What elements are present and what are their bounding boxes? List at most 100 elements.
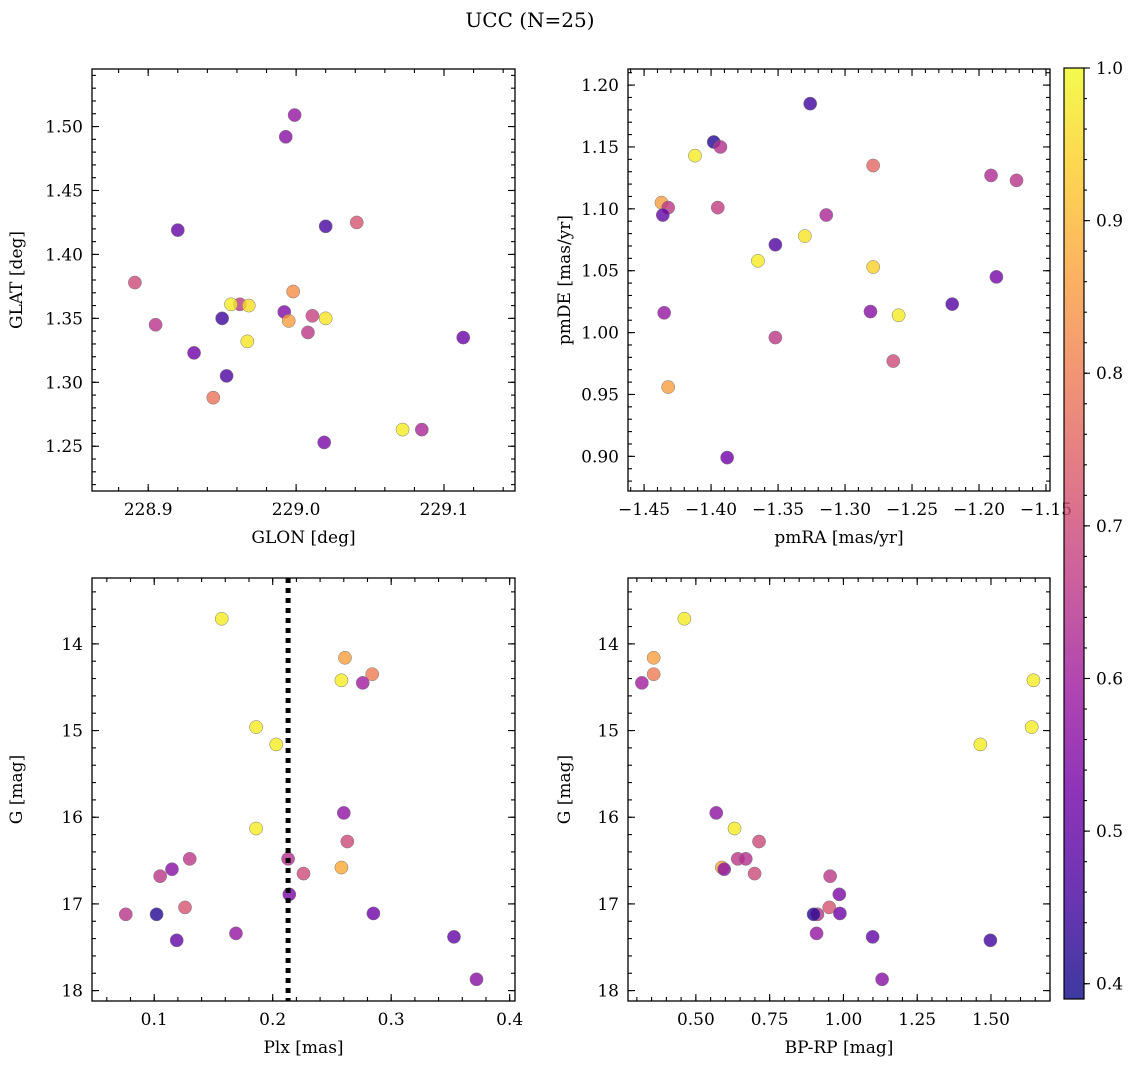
panel-glon-glat: GLON [deg] GLAT [deg] 228.9 229.0 229.1 1.2…	[7, 68, 516, 548]
x-tick-label: 0.4	[496, 1010, 523, 1030]
figure-suptitle: UCC (N=25)	[465, 8, 594, 32]
scatter-point	[713, 140, 728, 154]
x-tick-label: 1.25	[898, 1010, 936, 1030]
scatter-point	[169, 933, 184, 948]
scatter-point	[165, 862, 179, 877]
y-tick-label: 1.30	[45, 373, 83, 393]
y-tick-label: 14	[597, 635, 619, 655]
scatter-point	[866, 260, 881, 274]
colorbar-tick-label: 0.9	[1096, 212, 1123, 232]
y-tick-label: 17	[61, 895, 83, 915]
scatter-point	[447, 930, 461, 944]
scatter-point	[984, 168, 998, 183]
scatter-point	[983, 933, 998, 948]
scatter-point	[340, 834, 355, 849]
xlabel: BP-RP [mag]	[785, 1038, 894, 1058]
y-tick-label: 1.05	[581, 262, 619, 282]
scatter-point	[365, 667, 380, 682]
xlabel: GLON [deg]	[251, 528, 355, 548]
scatter-point	[751, 253, 765, 268]
scatter-point	[727, 821, 742, 836]
scatter-point	[336, 806, 351, 820]
scatter-point	[286, 284, 300, 299]
y-tick-label: 1.35	[45, 309, 83, 329]
scatter-point	[768, 237, 783, 252]
y-tick-label: 15	[61, 722, 83, 742]
scatter-point	[806, 907, 821, 922]
scatter-point	[318, 311, 333, 326]
scatter-point	[128, 275, 142, 290]
scatter-point	[149, 907, 164, 922]
scatter-point	[305, 308, 320, 323]
x-tick-label: −1.15	[1020, 500, 1072, 520]
scatter-point	[269, 737, 284, 752]
scatter-point	[395, 422, 410, 437]
scatter-point	[738, 851, 753, 866]
y-tick-label: 1.25	[45, 437, 83, 457]
scatter-point	[338, 650, 352, 665]
scatter-point	[677, 611, 692, 626]
scatter-point	[833, 906, 847, 921]
y-tick-label: 17	[597, 895, 619, 915]
x-tick-label: 229.0	[272, 500, 321, 520]
scatter-point	[249, 720, 263, 734]
scatter-point	[886, 354, 901, 368]
scatter-point	[865, 930, 880, 944]
ylabel: GLAT [deg]	[7, 231, 27, 329]
x-tick-label: 0.1	[141, 1010, 168, 1030]
scatter-point	[655, 208, 670, 222]
x-tick-label: 1.50	[972, 1010, 1010, 1030]
y-tick-label: 15	[597, 722, 619, 742]
x-tick-label: 0.75	[751, 1010, 789, 1030]
scatter-point	[153, 869, 167, 884]
axes-frame	[91, 68, 516, 492]
scatter-point	[366, 906, 381, 921]
axes-frame	[627, 577, 1051, 1002]
scatter-point	[219, 369, 234, 383]
y-tick-label: 18	[61, 982, 83, 1002]
scatter-point	[866, 158, 881, 173]
scatter-point	[170, 223, 185, 237]
scatter-point	[823, 869, 838, 884]
scatter-point	[819, 208, 834, 222]
x-tick-label: −1.45	[618, 500, 670, 520]
scatter-point	[717, 862, 732, 877]
scatter-point	[355, 676, 370, 690]
y-tick-label: 14	[61, 635, 83, 655]
scatter-point	[752, 834, 766, 849]
scatter-point	[224, 297, 238, 312]
scatter-point	[1026, 673, 1041, 688]
scatter-point	[989, 270, 1004, 284]
scatter-point	[635, 676, 649, 690]
scatter-point	[296, 866, 311, 881]
scatter-point	[710, 200, 725, 215]
scatter-point	[1024, 720, 1039, 734]
ylabel: pmDE [mas/yr]	[555, 215, 575, 345]
y-tick-label: 1.15	[581, 138, 619, 158]
scatter-point	[182, 851, 197, 866]
scatter-point	[456, 330, 471, 345]
scatter-point	[317, 435, 332, 450]
scatter-point	[414, 422, 429, 437]
ylabel: G [mag]	[555, 755, 575, 824]
scatter-point	[688, 148, 702, 163]
y-tick-label: 1.40	[45, 245, 83, 265]
scatter-point	[229, 926, 243, 941]
x-tick-label: −1.40	[685, 500, 737, 520]
scatter-point	[646, 650, 661, 665]
axes-frame	[91, 577, 516, 1002]
scatter-point	[240, 334, 255, 349]
scatter-point	[747, 866, 762, 881]
x-tick-label: 228.9	[124, 500, 173, 520]
scatter-point	[720, 450, 734, 465]
x-tick-label: 0.3	[378, 1010, 405, 1030]
colorbar-tick-label: 0.4	[1096, 975, 1123, 995]
panel-bprp-g: BP-RP [mag] G [mag] 0.50 0.75 1.00 1.25 1.50…	[555, 577, 1051, 1058]
x-tick-label: −1.35	[752, 500, 804, 520]
scatter-point	[875, 972, 889, 987]
scatter-point	[241, 298, 256, 313]
scatter-point	[214, 611, 229, 626]
scatter-point	[1009, 173, 1024, 188]
y-tick-label: 0.95	[581, 385, 619, 405]
scatter-point	[148, 317, 163, 332]
